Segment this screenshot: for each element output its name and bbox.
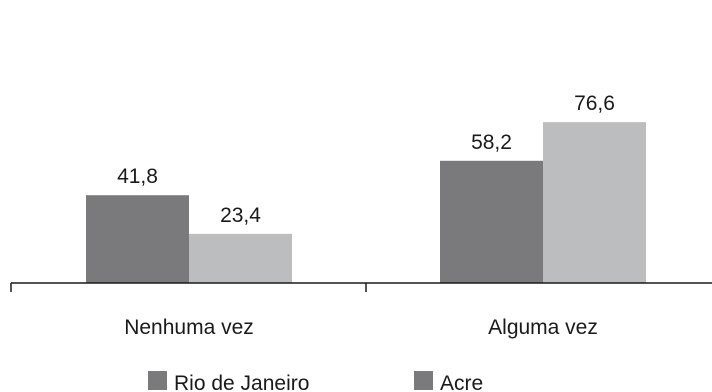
legend-swatch-1: [148, 371, 167, 390]
legend-label-2: Acre: [440, 372, 483, 392]
bars-layer: [86, 122, 646, 283]
category-labels: Nenhuma vez Alguma vez: [124, 316, 598, 339]
value-label-acre-1: 23,4: [220, 204, 261, 227]
value-label-rio-de-janeiro-2: 58,2: [471, 131, 512, 154]
bar-acre-2: [543, 122, 646, 283]
category-label-1: Nenhuma vez: [124, 316, 254, 339]
category-label-2: Alguma vez: [488, 316, 598, 339]
x-axis-ticks: [10, 283, 367, 292]
legend: Rio de Janeiro Acre: [148, 371, 483, 392]
value-labels-layer: 41,8 23,4 58,2 76,6: [117, 92, 615, 227]
legend-swatch-2: [414, 371, 433, 390]
bar-rio-de-janeiro-2: [440, 160, 543, 283]
bar-rio-de-janeiro-1: [86, 195, 189, 283]
value-label-rio-de-janeiro-1: 41,8: [117, 165, 158, 188]
bar-acre-1: [189, 233, 292, 283]
value-label-acre-2: 76,6: [574, 92, 615, 115]
legend-label-1: Rio de Janeiro: [174, 372, 309, 392]
